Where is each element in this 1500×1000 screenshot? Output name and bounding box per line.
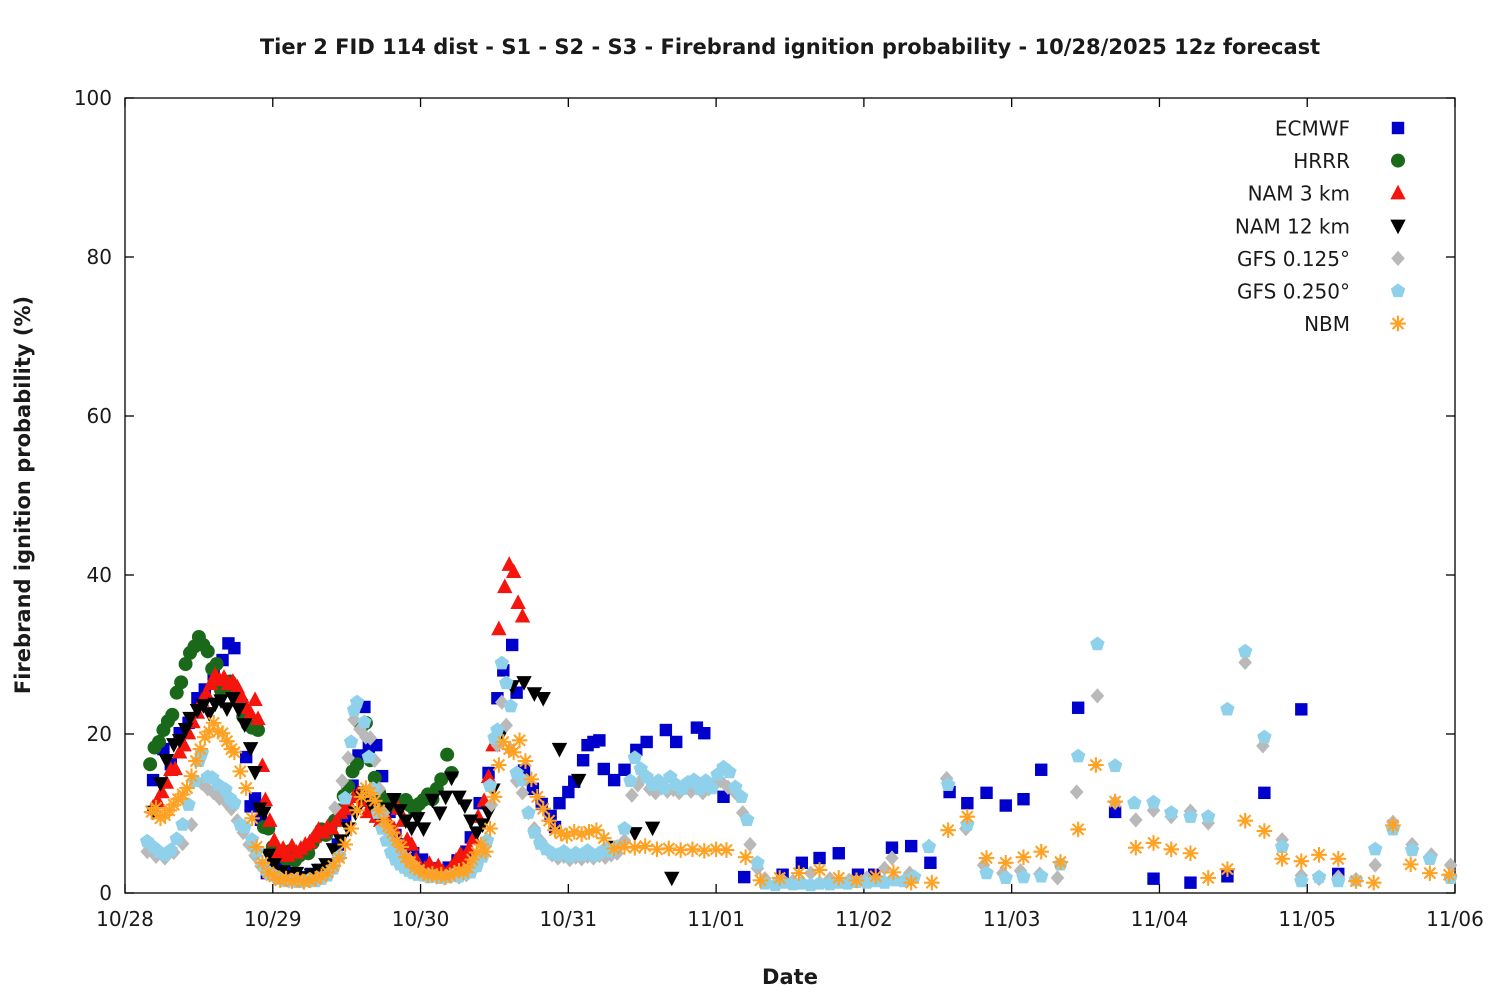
series-nbm-points [143, 715, 1457, 891]
legend-label: NAM 3 km [1248, 182, 1350, 206]
legend-marker-triangle-up-icon [1390, 184, 1406, 200]
legend-marker-diamond-icon [1391, 250, 1405, 266]
legend-label: ECMWF [1275, 117, 1350, 141]
y-tick-label-3: 60 [87, 404, 112, 428]
legend-item-nbm: NBM [1304, 312, 1406, 336]
y-tick-label-5: 100 [74, 86, 112, 110]
y-tick-label-4: 80 [87, 245, 112, 269]
legend: ECMWF HRRR NAM 3 km NAM 12 km GFS 0.125° GFS … [1235, 117, 1406, 336]
x-tick-label-8: 11/05 [1278, 907, 1336, 931]
legend-marker-triangle-down-icon [1390, 219, 1406, 235]
x-tick-label-3: 10/31 [540, 907, 598, 931]
x-tick-label-5: 11/02 [835, 907, 893, 931]
legend-label: GFS 0.125° [1237, 247, 1350, 271]
legend-item-ecmwf: ECMWF [1275, 117, 1405, 141]
legend-marker-pentagon-icon [1390, 283, 1406, 298]
axis-ticks [124, 97, 1456, 894]
legend-marker-circle-icon [1391, 153, 1405, 168]
y-tick-label-2: 40 [87, 563, 112, 587]
chart-title: Tier 2 FID 114 dist - S1 - S2 - S3 - Fir… [260, 35, 1320, 59]
x-tick-label-7: 11/04 [1131, 907, 1189, 931]
legend-item-gfs-0-250-: GFS 0.250° [1237, 280, 1406, 304]
legend-item-hrrr: HRRR [1293, 149, 1405, 173]
legend-item-nam-3-km: NAM 3 km [1248, 182, 1406, 206]
x-tick-label-4: 11/01 [687, 907, 745, 931]
x-tick-label-6: 11/03 [983, 907, 1041, 931]
x-tick-label-2: 10/30 [392, 907, 450, 931]
legend-item-gfs-0-125-: GFS 0.125° [1237, 247, 1405, 271]
y-tick-label-1: 20 [87, 722, 112, 746]
axis-tick-labels: 10/28 10/29 10/30 10/31 11/01 11/02 11/03 11/04… [74, 86, 1484, 931]
x-axis-label: Date [762, 965, 818, 989]
x-tick-label-0: 10/28 [96, 907, 154, 931]
y-axis-label: Firebrand ignition probability (%) [11, 296, 35, 694]
legend-label: NAM 12 km [1235, 214, 1350, 238]
data-points-layer [139, 556, 1458, 892]
legend-label: NBM [1304, 312, 1350, 336]
y-tick-label-0: 0 [99, 881, 112, 905]
x-tick-label-1: 10/29 [244, 907, 302, 931]
legend-label: GFS 0.250° [1237, 280, 1350, 304]
plot-frame [124, 97, 1456, 894]
x-tick-label-9: 11/06 [1426, 907, 1484, 931]
legend-item-nam-12-km: NAM 12 km [1235, 214, 1406, 238]
legend-marker-square-icon [1391, 121, 1405, 135]
legend-marker-asterisk-icon [1390, 315, 1406, 332]
legend-label: HRRR [1293, 149, 1350, 173]
